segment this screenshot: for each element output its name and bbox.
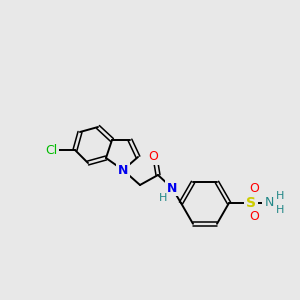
Text: O: O [148,151,158,164]
Text: S: S [246,196,256,210]
Text: O: O [249,211,259,224]
Text: N: N [118,164,128,176]
Text: H: H [276,205,284,215]
Text: H: H [159,193,167,203]
Text: H: H [276,191,284,201]
Text: N: N [264,196,274,209]
Text: N: N [167,182,177,194]
Text: Cl: Cl [45,143,57,157]
Text: O: O [249,182,259,196]
